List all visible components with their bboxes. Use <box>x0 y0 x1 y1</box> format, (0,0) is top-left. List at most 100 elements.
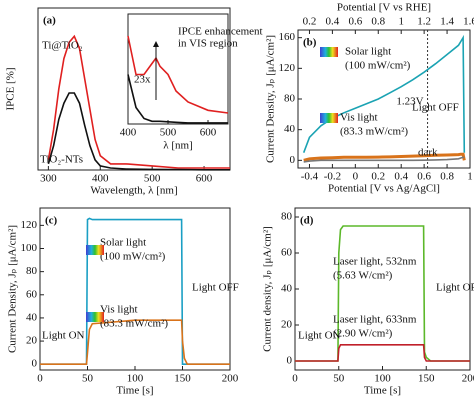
data-line <box>303 152 466 162</box>
x2-tick-label: 0.8 <box>371 16 385 28</box>
y-tick-label: 80 <box>284 93 296 105</box>
x-tick-label: 500 <box>144 173 161 185</box>
y-tick-label: 40 <box>284 123 296 135</box>
data-line <box>127 35 229 114</box>
series-label: Ti@TiO₂ <box>42 40 83 52</box>
x2-tick-label: 0.6 <box>348 16 362 28</box>
y-tick-label: 0 <box>290 154 296 166</box>
series-note: (100 mW/cm²) <box>100 251 166 263</box>
x-tick-label: 50 <box>333 373 345 385</box>
annotation: in VIS region <box>178 38 238 50</box>
x-tick-label: 500 <box>160 127 177 139</box>
spectrum-icon <box>86 245 104 255</box>
x-axis-title: Wavelength, λ [nm] <box>90 185 177 197</box>
x-tick-label: 600 <box>200 127 217 139</box>
series-label: Solar light <box>100 237 146 249</box>
x2-axis-title: Potential [V vs RHE] <box>337 2 431 14</box>
panel-label: (c) <box>45 215 58 227</box>
x2-tick-label: 0.2 <box>303 16 317 28</box>
panel-label: (a) <box>43 15 56 27</box>
series-note: (2.90 W/cm²) <box>333 328 393 340</box>
series-label: Vis light <box>100 304 138 316</box>
x-tick-label: 300 <box>40 173 57 185</box>
y-axis-title: Current Density, Jₚ [μA/cm²] <box>7 225 19 353</box>
series-note: (5.63 W/cm²) <box>333 270 393 282</box>
y-tick-label: 120 <box>279 62 296 74</box>
y-tick-label: 20 <box>281 319 293 331</box>
series-label: dark <box>418 147 438 159</box>
x-tick-label: 150 <box>174 373 191 385</box>
x-tick-label: -0.2 <box>324 171 341 183</box>
data-line <box>40 217 230 365</box>
series-note: (100 mW/cm²) <box>345 60 411 72</box>
x2-tick-label: 1.4 <box>440 16 454 28</box>
x-tick-label: 400 <box>120 127 137 139</box>
annotation: 23x <box>134 74 151 86</box>
y-axis-title: Current density, Jₚ [μA/cm²] <box>262 226 274 352</box>
x-axis-title: Time [s] <box>116 385 153 397</box>
y-tick-label: 160 <box>279 31 296 43</box>
series-note: (83.3 mW/cm²) <box>340 126 408 138</box>
annotation: IPCE enhancement <box>178 26 263 38</box>
y-tick-label: 120 <box>21 219 38 231</box>
series-label: TiO₂-NTs <box>40 154 83 166</box>
x-tick-label: 0.2 <box>371 171 385 183</box>
series-label: Solar light <box>345 46 391 58</box>
series-note: (83.3 mW/cm²) <box>100 318 168 330</box>
data-line <box>127 74 228 124</box>
x-tick-label: 0.4 <box>394 171 408 183</box>
annotation: Light ON <box>42 330 85 342</box>
data-line <box>303 156 465 163</box>
y-tick-label: 60 <box>26 288 38 300</box>
y-tick-label: 100 <box>21 242 38 254</box>
x-tick-label: 100 <box>374 373 391 385</box>
x-tick-label: 600 <box>196 173 213 185</box>
series-label: Laser light, 532nm <box>333 256 417 268</box>
plot-frame <box>294 207 471 371</box>
y-tick-label: 80 <box>281 211 293 223</box>
y-tick-label: 60 <box>281 247 293 259</box>
data-line <box>47 92 230 171</box>
annotation: Light OFF <box>192 282 239 294</box>
reference-label: 1.23V <box>396 96 423 108</box>
series-label: Laser light, 633nm <box>333 314 417 326</box>
x-tick-label: -0.4 <box>301 171 319 183</box>
annotation: Light OFF <box>436 282 474 294</box>
y-tick-label: 40 <box>281 283 293 295</box>
y-axis-title: Current Density, Jₚ [μA/cm²] <box>265 35 277 163</box>
data-line <box>295 225 470 362</box>
spectrum-icon <box>320 47 338 57</box>
annotation: Light ON <box>298 330 341 342</box>
data-line <box>40 319 230 365</box>
plot-frame <box>297 29 471 169</box>
x-tick-label: 50 <box>82 373 94 385</box>
x-tick-label: 0.8 <box>440 171 454 183</box>
y-tick-label: 0 <box>32 358 38 370</box>
x-tick-label: 0.6 <box>417 171 431 183</box>
x-axis-title: Potential [V vs Ag/AgCl] <box>328 183 440 195</box>
x-tick-label: 400 <box>92 173 109 185</box>
x-tick-label: 0 <box>292 373 298 385</box>
y-tick-label: 0 <box>287 355 293 367</box>
x-tick-label: 200 <box>462 373 474 385</box>
x-tick-label: 0 <box>353 171 359 183</box>
annotation: Light OFF <box>412 102 459 114</box>
x-tick-label: 150 <box>418 373 435 385</box>
x-tick-label: 100 <box>127 373 144 385</box>
panel-label: (b) <box>303 37 317 49</box>
y-tick-label: 40 <box>26 311 38 323</box>
spectrum-icon <box>86 312 104 322</box>
x2-tick-label: 1 <box>398 16 404 28</box>
series-label: Vis light <box>340 112 378 124</box>
x-tick-label: 1 <box>467 171 473 183</box>
data-line <box>47 34 230 169</box>
x-tick-label: 200 <box>222 373 239 385</box>
y-tick-label: 80 <box>26 265 38 277</box>
x2-tick-label: 1.2 <box>417 16 431 28</box>
x-tick-label: 0 <box>37 373 43 385</box>
x-axis-title: Time [s] <box>364 385 401 397</box>
x2-tick-label: 1.6 <box>463 16 474 28</box>
data-line <box>295 344 470 362</box>
x-axis-title: λ [nm] <box>163 140 192 152</box>
